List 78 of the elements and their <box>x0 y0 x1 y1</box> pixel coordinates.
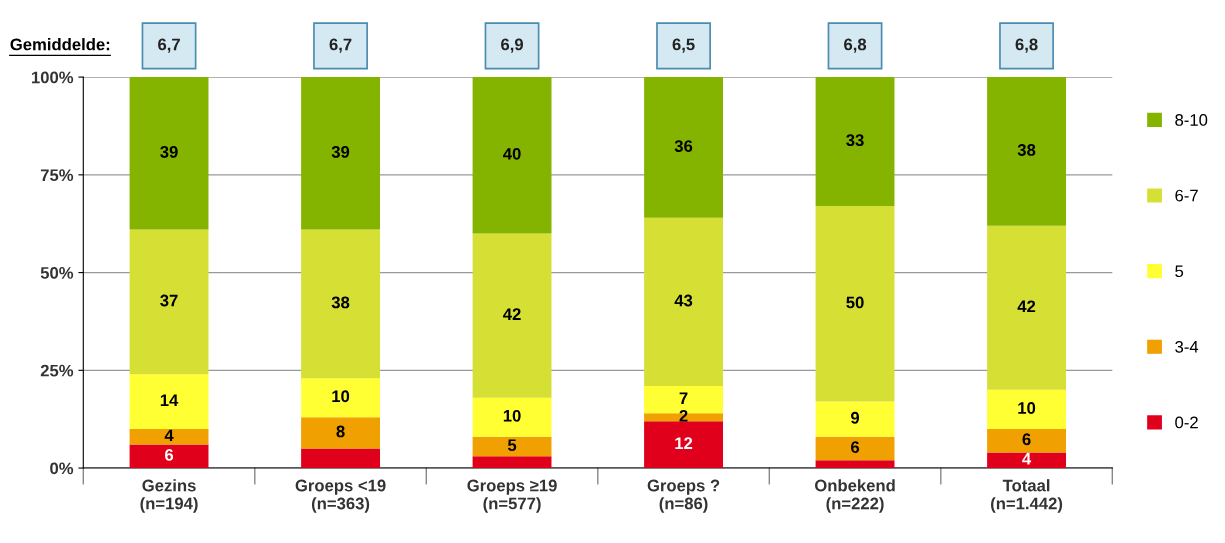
data-label: 38 <box>331 296 350 309</box>
legend-label: 5 <box>1175 265 1184 278</box>
bar <box>472 456 552 469</box>
bar <box>129 229 209 375</box>
data-label: 37 <box>160 294 178 307</box>
bar <box>129 77 209 230</box>
legend-label: 6-7 <box>1175 189 1198 202</box>
x-tick-label: Groeps <19 (n=363) <box>295 479 386 513</box>
bar <box>644 77 723 218</box>
y-tick-label: 0% <box>50 462 74 475</box>
text: 6,5 <box>672 38 695 53</box>
data-label: 10 <box>332 390 350 403</box>
x-tick-label: Onbekend (n=222) <box>814 479 895 513</box>
bar <box>301 448 380 469</box>
bar <box>301 417 380 449</box>
data-label: 5 <box>507 439 517 452</box>
data-label: 14 <box>160 394 179 406</box>
bar <box>472 77 552 234</box>
data-label: 36 <box>674 140 693 152</box>
data-label: 4 <box>1022 453 1032 465</box>
text: 6,8 <box>1015 38 1038 53</box>
y-tick-label: 50% <box>40 266 74 279</box>
data-label: 42 <box>503 308 521 320</box>
bar <box>987 428 1066 453</box>
data-label: 39 <box>160 146 178 158</box>
bar <box>129 444 209 469</box>
text: Gemiddelde: <box>10 38 110 51</box>
bar <box>987 389 1066 429</box>
bar <box>815 436 895 461</box>
bar <box>472 436 552 457</box>
bar <box>815 77 895 207</box>
text: 6,8 <box>844 38 867 53</box>
data-label: 43 <box>674 294 693 307</box>
data-label: 7 <box>679 392 688 404</box>
data-label: 6 <box>851 441 860 453</box>
data-label: 39 <box>331 146 350 158</box>
legend-label: 3-4 <box>1175 340 1199 353</box>
data-label: 38 <box>1017 144 1036 156</box>
y-tick-label: 75% <box>40 169 74 182</box>
text: 6,7 <box>158 38 180 53</box>
data-label: 42 <box>1017 300 1036 313</box>
bar <box>987 452 1066 469</box>
data-label: 6 <box>165 449 174 461</box>
data-label: 50 <box>846 296 864 309</box>
bar <box>301 77 380 230</box>
x-tick-label: Groeps ≥19 (n=577) <box>467 479 557 513</box>
text: 6,9 <box>501 38 524 53</box>
data-label: 4 <box>164 429 174 442</box>
legend-label: 8-10 <box>1175 114 1208 126</box>
bar <box>472 233 552 398</box>
data-label: 6 <box>1022 433 1031 446</box>
bar <box>815 206 895 402</box>
bar <box>644 421 723 469</box>
data-label: 9 <box>850 411 860 424</box>
data-label: 10 <box>503 409 521 422</box>
bar <box>644 217 723 386</box>
legend-label: 0-2 <box>1175 416 1198 429</box>
bar <box>129 428 209 445</box>
x-tick-label: Totaal (n=1.442) <box>991 479 1063 513</box>
data-label: 40 <box>503 147 521 160</box>
bar <box>301 229 380 379</box>
text: 6,7 <box>329 38 352 53</box>
data-label: 10 <box>1018 402 1036 414</box>
bar <box>815 401 895 437</box>
data-label: 2 <box>679 409 688 422</box>
bar <box>815 460 895 469</box>
bar <box>301 378 380 418</box>
y-tick-label: 25% <box>40 364 74 377</box>
bar <box>987 225 1066 390</box>
bar <box>129 374 209 429</box>
bar <box>472 397 552 437</box>
data-label: 8 <box>336 425 345 438</box>
x-tick-label: Groeps ? (n=86) <box>647 479 720 513</box>
x-tick-label: Gezins (n=194) <box>140 479 198 513</box>
y-tick-label: 100% <box>32 71 74 84</box>
data-label: 12 <box>675 437 693 449</box>
bar <box>987 77 1066 226</box>
data-label: 33 <box>846 134 864 147</box>
